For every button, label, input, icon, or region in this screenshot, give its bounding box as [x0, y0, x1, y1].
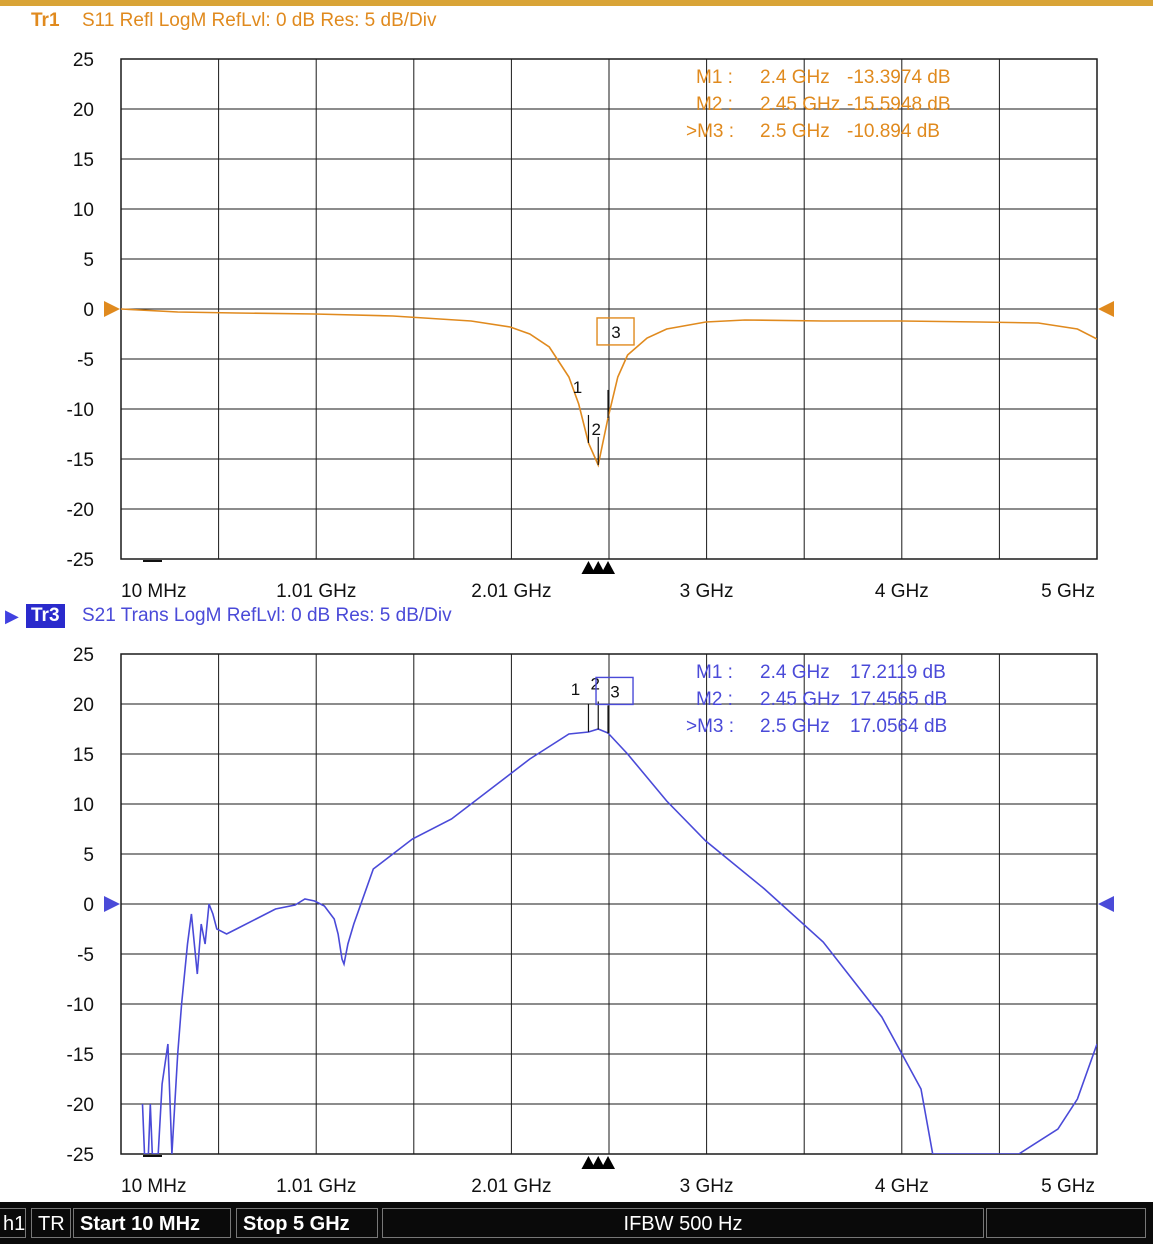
s21-marker-3-readout-name: >M3 :	[686, 716, 734, 737]
s11-y-tick-label: -5	[77, 350, 94, 371]
s11-marker-1-readout-freq: 2.4 GHz	[760, 67, 830, 88]
start-frequency[interactable]: Start 10 MHz	[73, 1208, 231, 1238]
s21-trace-line	[141, 728, 1097, 1154]
s11-ref-level-left-arrow-icon	[104, 301, 120, 317]
s21-y-tick-label: -20	[67, 1095, 94, 1116]
s21-y-tick-label: -10	[67, 995, 94, 1016]
s11-plot[interactable]: 25 20 15 10 5 0 -5 -10 -15 -20 -25 10 MHz 1.01 GHz 2.…	[0, 0, 1153, 605]
s21-ref-level-left-arrow-icon	[104, 896, 120, 912]
s11-marker-2-readout-freq: 2.45 GHz	[760, 94, 840, 115]
s21-active-marker-box	[595, 676, 634, 706]
stop-frequency[interactable]: Stop 5 GHz	[236, 1208, 378, 1238]
trace1-description: S11 Refl LogM RefLvl: 0 dB Res: 5 dB/Div	[82, 10, 437, 31]
active-trace-arrow-icon: ▶	[5, 606, 19, 626]
s11-y-tick-label: 0	[83, 300, 94, 321]
s11-marker-1-tag[interactable]: 1	[573, 378, 582, 397]
s11-x-tick-label: 4 GHz	[875, 581, 929, 602]
s21-x-tick-label: 10 MHz	[121, 1176, 186, 1197]
s21-marker-2-readout-freq: 2.45 GHz	[760, 689, 840, 710]
trace2-description: S21 Trans LogM RefLvl: 0 dB Res: 5 dB/Di…	[82, 605, 452, 626]
s21-marker-3-readout-freq: 2.5 GHz	[760, 716, 830, 737]
s21-marker-1-readout-name: M1 :	[696, 662, 733, 683]
s21-marker-2-readout-value: 17.4565 dB	[850, 689, 947, 710]
s21-marker-3-tag[interactable]: 3	[610, 682, 619, 701]
s11-x-tick-label: 5 GHz	[1041, 581, 1095, 602]
s11-x-tick-label: 1.01 GHz	[276, 581, 356, 602]
s11-marker-1-readout-name: M1 :	[696, 67, 733, 88]
s21-y-tick-label: 0	[83, 895, 94, 916]
s21-y-tick-label: 20	[73, 695, 94, 716]
tr-cell[interactable]: TR	[31, 1208, 71, 1238]
s11-trace-line	[121, 308, 1097, 468]
s21-x-tick-label: 2.01 GHz	[471, 1176, 551, 1197]
s21-marker-2-triangle-icon[interactable]	[591, 1156, 606, 1169]
s11-marker-3-tag[interactable]: 3	[611, 323, 620, 342]
status-bar: h1 TR Start 10 MHz Stop 5 GHz IFBW 500 H…	[0, 1202, 1153, 1244]
s21-x-tick-label: 3 GHz	[680, 1176, 734, 1197]
s21-x-tick-label: 4 GHz	[875, 1176, 929, 1197]
s11-marker-3-readout-value: -10.894 dB	[847, 121, 940, 142]
s11-marker-3-readout-name: >M3 :	[686, 121, 734, 142]
s21-marker-2-readout-name: M2 :	[696, 689, 733, 710]
s11-x-tick-label: 2.01 GHz	[471, 581, 551, 602]
s11-marker-3-readout-freq: 2.5 GHz	[760, 121, 830, 142]
s11-active-marker-box	[596, 317, 635, 346]
s11-y-tick-label: 25	[73, 50, 94, 71]
s11-y-tick-label: 20	[73, 100, 94, 121]
s21-y-tick-label: 5	[83, 845, 94, 866]
s11-marker-2-triangle-icon[interactable]	[591, 561, 606, 574]
s21-marker-1-tag[interactable]: 1	[571, 680, 580, 699]
s11-marker-3-triangle-icon[interactable]	[601, 561, 616, 574]
s11-y-tick-label: -20	[67, 500, 94, 521]
s21-y-tick-label: -5	[77, 945, 94, 966]
s11-y-tick-label: -25	[67, 550, 94, 571]
s21-y-tick-label: 10	[73, 795, 94, 816]
s11-y-tick-label: 5	[83, 250, 94, 271]
s21-ref-level-right-arrow-icon	[1098, 896, 1114, 912]
s21-x-tick-label: 1.01 GHz	[276, 1176, 356, 1197]
s21-marker-2-tag[interactable]: 2	[591, 674, 600, 693]
s21-x-tick-label: 5 GHz	[1041, 1176, 1095, 1197]
s11-marker-2-readout-value: -15.5948 dB	[847, 94, 951, 115]
trace1-label[interactable]: Tr1	[31, 10, 60, 31]
s11-y-tick-label: -10	[67, 400, 94, 421]
s21-y-tick-label: 15	[73, 745, 94, 766]
s21-plot[interactable]: 25 20 15 10 5 0 -5 -10 -15 -20 -25 10 MHz 1.01 GHz 2.…	[0, 595, 1153, 1202]
s11-x-tick-label: 3 GHz	[680, 581, 734, 602]
top-accent-line	[0, 0, 1153, 6]
s11-marker-2-readout-name: M2 :	[696, 94, 733, 115]
s21-marker-3-readout-value: 17.0564 dB	[850, 716, 947, 737]
s11-y-tick-label: -15	[67, 450, 94, 471]
s21-marker-1-readout-freq: 2.4 GHz	[760, 662, 830, 683]
s21-marker-1-readout-value: 17.2119 dB	[850, 662, 946, 683]
status-blank-cell	[986, 1208, 1146, 1238]
channel-cell[interactable]: h1	[0, 1208, 26, 1238]
s21-y-tick-label: -25	[67, 1145, 94, 1166]
s11-x-tick-label: 10 MHz	[121, 581, 186, 602]
s11-marker-1-triangle-icon[interactable]	[581, 561, 596, 574]
s21-y-tick-label: -15	[67, 1045, 94, 1066]
s11-y-tick-label: 10	[73, 200, 94, 221]
s21-marker-3-triangle-icon[interactable]	[601, 1156, 616, 1169]
ifbw-value[interactable]: IFBW 500 Hz	[382, 1208, 984, 1238]
s11-y-tick-label: 15	[73, 150, 94, 171]
s11-marker-1-readout-value: -13.3974 dB	[847, 67, 951, 88]
s21-y-tick-label: 25	[73, 645, 94, 666]
s11-ref-level-right-arrow-icon	[1098, 301, 1114, 317]
trace2-label[interactable]: Tr3	[26, 604, 65, 628]
s21-marker-1-triangle-icon[interactable]	[581, 1156, 596, 1169]
s11-marker-2-tag[interactable]: 2	[592, 420, 601, 439]
